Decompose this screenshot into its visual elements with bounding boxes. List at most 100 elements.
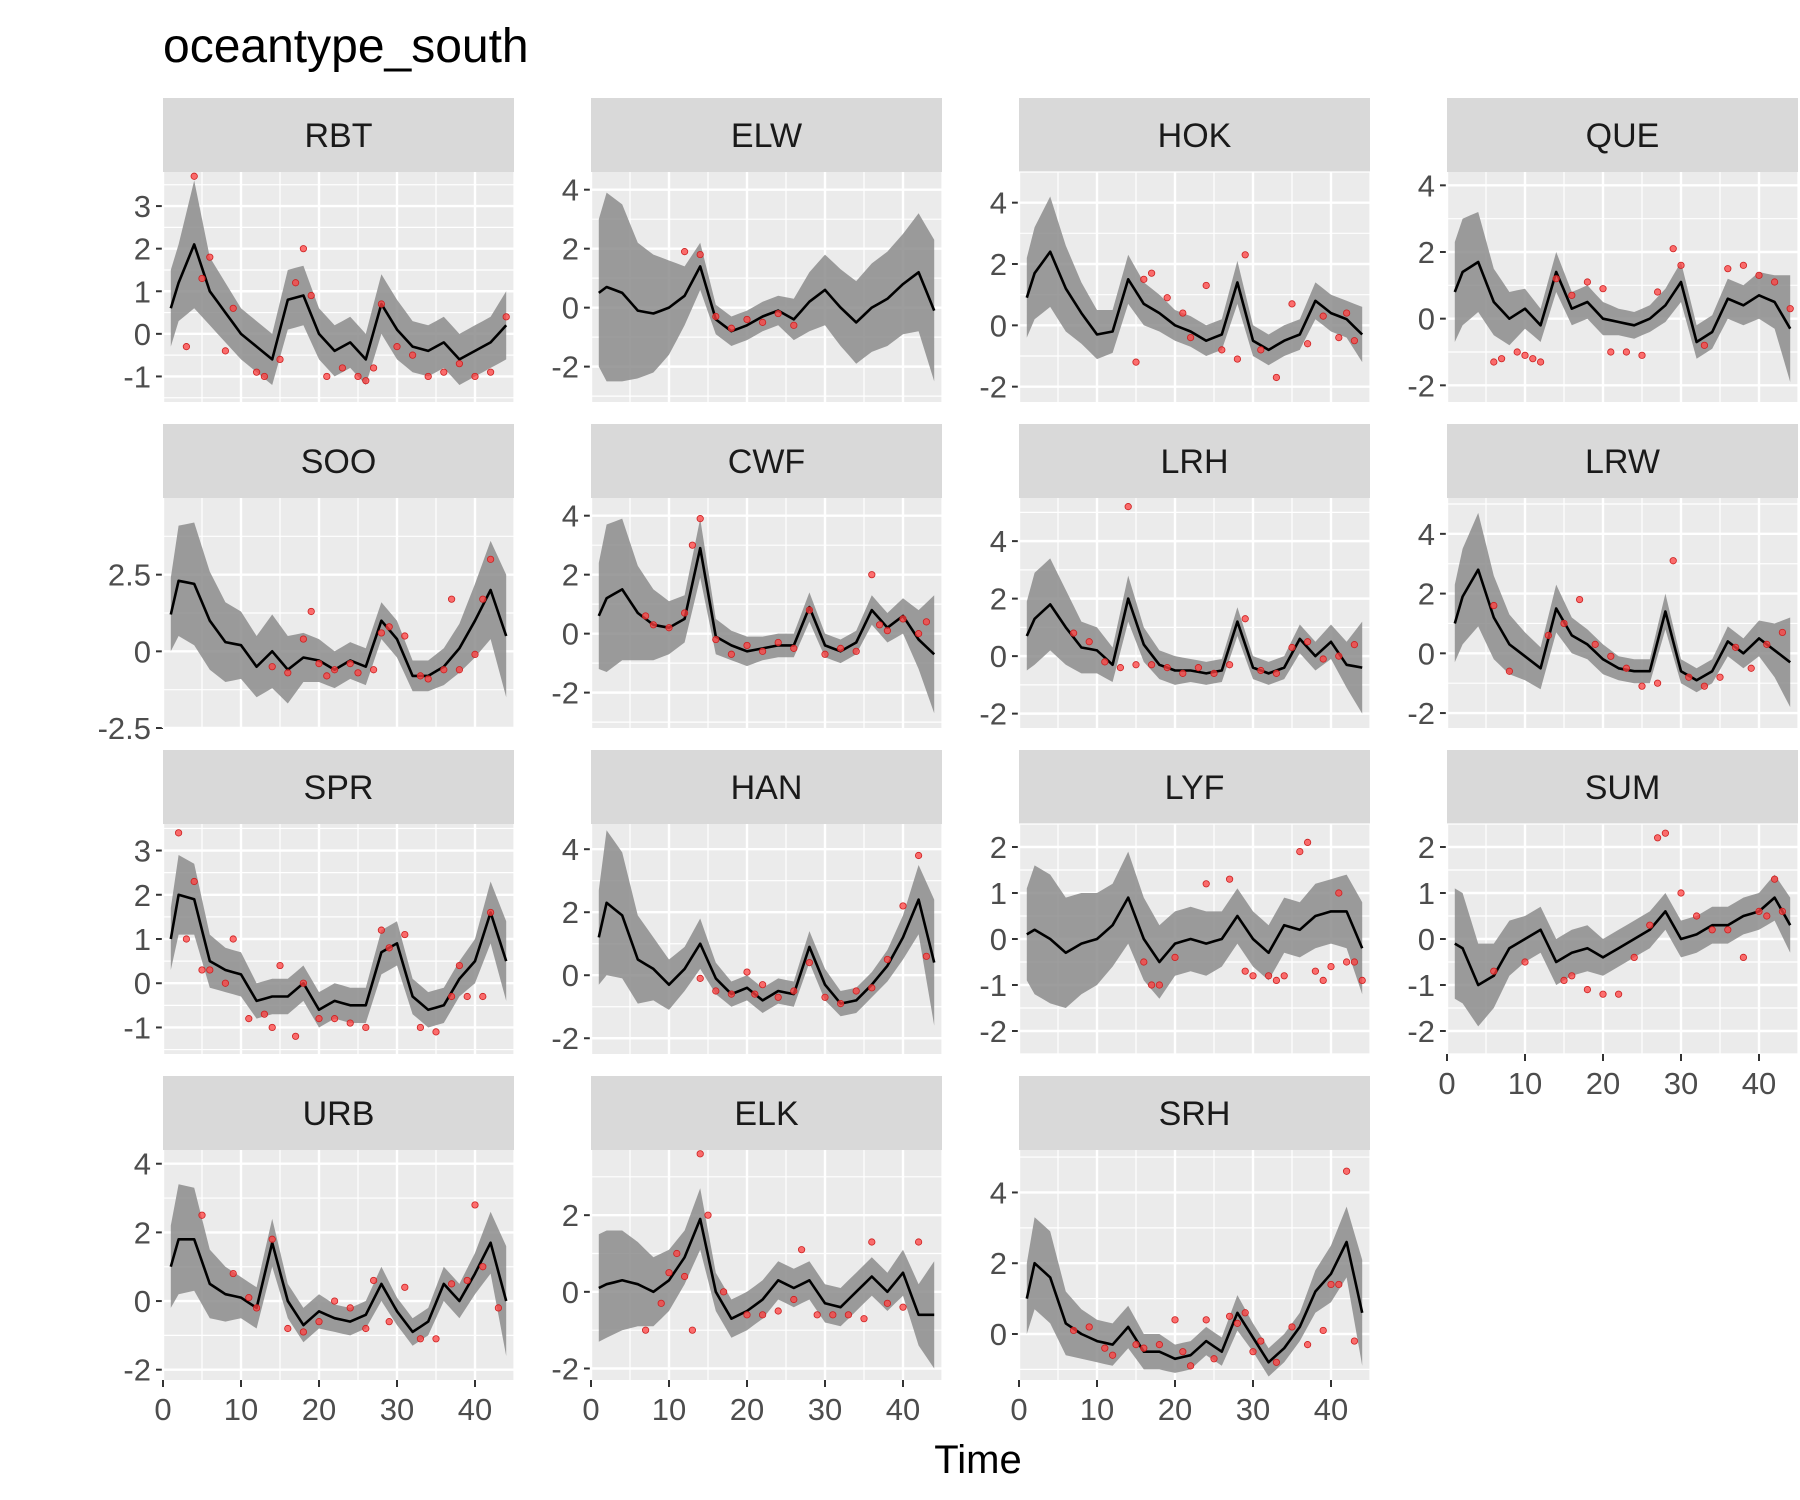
observation-point bbox=[1194, 664, 1203, 672]
observation-point bbox=[1529, 355, 1537, 363]
y-tick-label: 0 bbox=[562, 1275, 579, 1310]
observation-point bbox=[486, 368, 495, 376]
observation-point bbox=[673, 1249, 681, 1258]
y-tick-label: -2 bbox=[551, 350, 579, 385]
observation-point bbox=[774, 1307, 782, 1315]
y-tick-label: -2 bbox=[551, 676, 579, 711]
observation-point bbox=[440, 666, 448, 674]
observation-point bbox=[868, 571, 876, 579]
observation-point bbox=[346, 1304, 354, 1312]
observation-point bbox=[1521, 351, 1529, 359]
observation-point bbox=[291, 1032, 300, 1040]
observation-point bbox=[338, 364, 346, 372]
observation-point bbox=[1350, 1337, 1359, 1345]
observation-point bbox=[1319, 1326, 1327, 1335]
confidence-band bbox=[598, 830, 935, 1026]
y-tick-label: 4 bbox=[990, 186, 1007, 221]
y-tick-label: 4 bbox=[562, 832, 579, 867]
observation-point bbox=[1521, 958, 1529, 966]
y-tick-label: 0 bbox=[1418, 636, 1435, 671]
observation-point bbox=[1778, 907, 1787, 916]
panel-strip-label: ELK bbox=[734, 1095, 799, 1133]
observation-point bbox=[455, 666, 463, 674]
observation-point bbox=[680, 248, 689, 256]
observation-point bbox=[1622, 348, 1631, 356]
observation-point bbox=[479, 992, 487, 1001]
observation-point bbox=[1669, 557, 1677, 565]
observation-point bbox=[385, 1318, 393, 1326]
observation-point bbox=[1560, 619, 1568, 628]
observation-point bbox=[1319, 312, 1327, 320]
y-tick-label: 2.5 bbox=[108, 558, 151, 593]
y-tick-label: 2 bbox=[990, 830, 1007, 865]
panel-lrh: LRH -2 0 2 4 bbox=[979, 424, 1371, 732]
observation-point bbox=[206, 253, 214, 261]
observation-point bbox=[1163, 664, 1171, 672]
observation-point bbox=[377, 300, 385, 308]
observation-point bbox=[471, 650, 479, 659]
observation-point bbox=[1560, 976, 1568, 985]
observation-point bbox=[1226, 661, 1234, 669]
y-tick-label: 1 bbox=[990, 876, 1007, 911]
observation-point bbox=[1350, 337, 1359, 345]
x-tick-label: 0 bbox=[1438, 1066, 1455, 1101]
observation-point bbox=[1778, 628, 1787, 637]
observation-point bbox=[868, 1238, 876, 1246]
confidence-band bbox=[598, 518, 935, 714]
observation-point bbox=[899, 1303, 907, 1311]
panel-strip-label: QUE bbox=[1586, 117, 1660, 155]
observation-point bbox=[198, 274, 206, 283]
observation-point bbox=[922, 952, 931, 960]
observation-point bbox=[1179, 669, 1187, 677]
y-tick-label: 2 bbox=[562, 895, 579, 930]
fitted-line bbox=[1025, 597, 1363, 675]
observation-point bbox=[774, 638, 782, 647]
panel-rbt: RBT -1 0 1 2 3 bbox=[123, 98, 515, 402]
panel-strip bbox=[163, 1076, 514, 1150]
x-tick-label: 20 bbox=[730, 1392, 764, 1427]
observation-point bbox=[1202, 880, 1210, 888]
observation-point bbox=[276, 961, 284, 970]
observation-point bbox=[688, 1326, 697, 1334]
y-tick-label: 1 bbox=[134, 922, 151, 957]
panel-strip bbox=[163, 424, 514, 498]
observation-point bbox=[253, 1304, 261, 1312]
observation-point bbox=[743, 1311, 751, 1319]
observation-point bbox=[1070, 629, 1078, 637]
observation-point bbox=[1148, 269, 1156, 277]
observation-point bbox=[657, 1299, 665, 1307]
y-tick-label: 2 bbox=[562, 1198, 579, 1233]
observation-point bbox=[354, 669, 362, 677]
y-tick-label: 0 bbox=[134, 1284, 151, 1319]
y-tick-label: 0 bbox=[990, 1317, 1007, 1352]
observation-point bbox=[774, 993, 782, 1001]
observation-point bbox=[447, 595, 456, 603]
panel-strip-label: SUM bbox=[1585, 769, 1661, 807]
observation-point bbox=[307, 607, 315, 616]
observation-point bbox=[1179, 1348, 1187, 1356]
y-tick-label: -1 bbox=[123, 1010, 151, 1045]
observation-point bbox=[821, 650, 829, 658]
observation-point bbox=[1187, 333, 1195, 342]
observation-point bbox=[727, 990, 736, 998]
panel-strip-label: SPR bbox=[304, 769, 374, 807]
confidence-band bbox=[598, 1188, 935, 1369]
y-tick-label: 4 bbox=[1418, 517, 1435, 552]
observation-point bbox=[369, 364, 378, 372]
observation-point bbox=[1724, 926, 1732, 934]
observation-point bbox=[1498, 355, 1506, 363]
observation-point bbox=[1685, 673, 1693, 681]
observation-point bbox=[463, 992, 471, 1001]
x-tick-label: 30 bbox=[808, 1392, 842, 1427]
observation-point bbox=[268, 1235, 276, 1243]
observation-point bbox=[206, 966, 214, 974]
observation-point bbox=[704, 1211, 712, 1219]
observation-point bbox=[471, 1201, 479, 1209]
observation-point bbox=[377, 926, 385, 934]
observation-point bbox=[424, 675, 432, 683]
observation-point bbox=[1249, 1348, 1257, 1356]
y-tick-label: 2 bbox=[562, 232, 579, 267]
panel-elw: ELW -2 0 2 4 bbox=[551, 98, 943, 402]
observation-point bbox=[758, 318, 767, 326]
